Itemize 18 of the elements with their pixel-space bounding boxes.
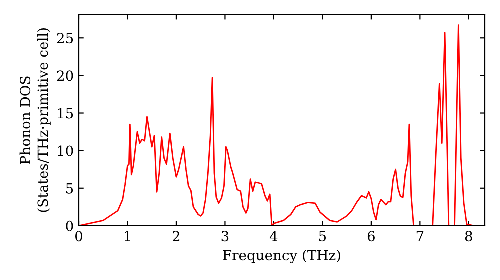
y-axis-title: Phonon DOS (States/THz·primitive cell) — [20, 28, 51, 212]
y-tick-label: 15 — [58, 108, 74, 119]
x-tick-label: 5 — [319, 231, 326, 242]
y-tick-label: 5 — [66, 184, 74, 194]
x-tick-label: 6 — [368, 231, 375, 242]
line-series — [79, 24, 474, 226]
y-tick-label: 25 — [57, 33, 74, 44]
x-tick-label: 4 — [270, 231, 278, 242]
x-tick-label: 2 — [173, 231, 180, 242]
x-tick-label: 8 — [465, 231, 472, 242]
x-tick-label: 3 — [222, 231, 229, 242]
x-tick-label: 1 — [125, 231, 130, 242]
y-tick-label: 10 — [58, 146, 74, 156]
x-tick-label: 7 — [416, 231, 424, 242]
y-tick-label: 20 — [57, 70, 74, 82]
x-axis-title: Frequency (THz) — [223, 250, 340, 264]
y-tick-label: 0 — [66, 220, 74, 232]
x-tick-label: 0 — [75, 231, 82, 242]
